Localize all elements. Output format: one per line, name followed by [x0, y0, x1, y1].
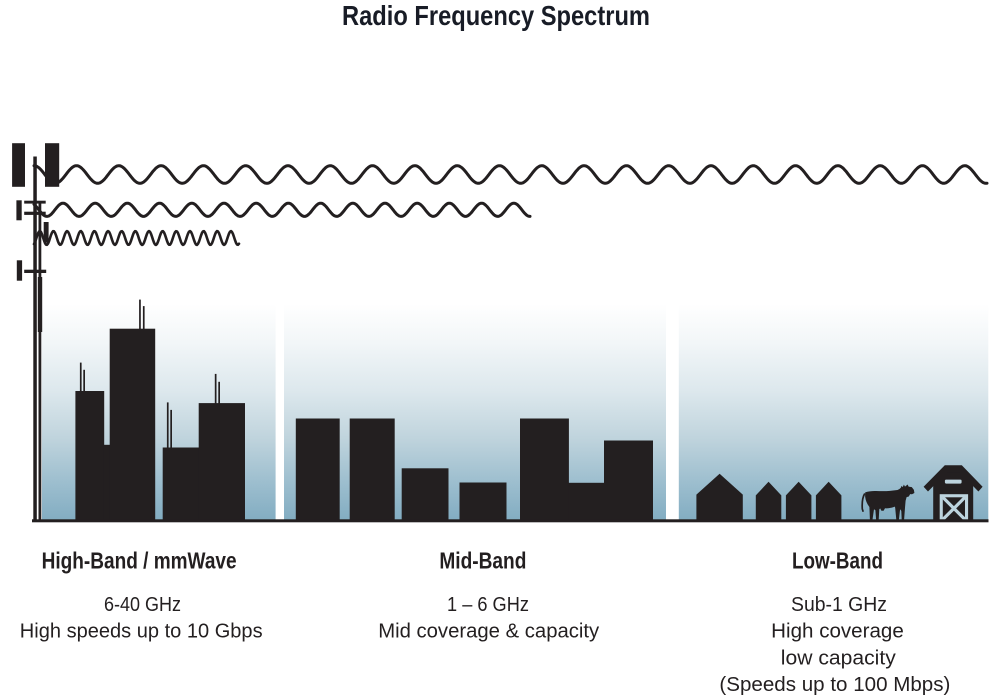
svg-text:Radio Frequency Spectrum: Radio Frequency Spectrum: [342, 0, 650, 31]
svg-text:Mid coverage & capacity: Mid coverage & capacity: [378, 620, 600, 643]
svg-text:(Speeds up to 100 Mbps): (Speeds up to 100 Mbps): [719, 673, 950, 696]
svg-text:Sub-1 GHz: Sub-1 GHz: [791, 593, 887, 616]
svg-text:High-Band / mmWave: High-Band / mmWave: [42, 548, 237, 574]
svg-text:High speeds up to 10 Gbps: High speeds up to 10 Gbps: [20, 620, 263, 643]
svg-text:High coverage: High coverage: [771, 620, 904, 643]
svg-text:6-40 GHz: 6-40 GHz: [104, 593, 181, 616]
svg-text:Low-Band: Low-Band: [792, 548, 883, 574]
svg-text:1 – 6 GHz: 1 – 6 GHz: [447, 593, 529, 616]
svg-text:Mid-Band: Mid-Band: [439, 548, 526, 574]
svg-text:low capacity: low capacity: [781, 646, 897, 669]
